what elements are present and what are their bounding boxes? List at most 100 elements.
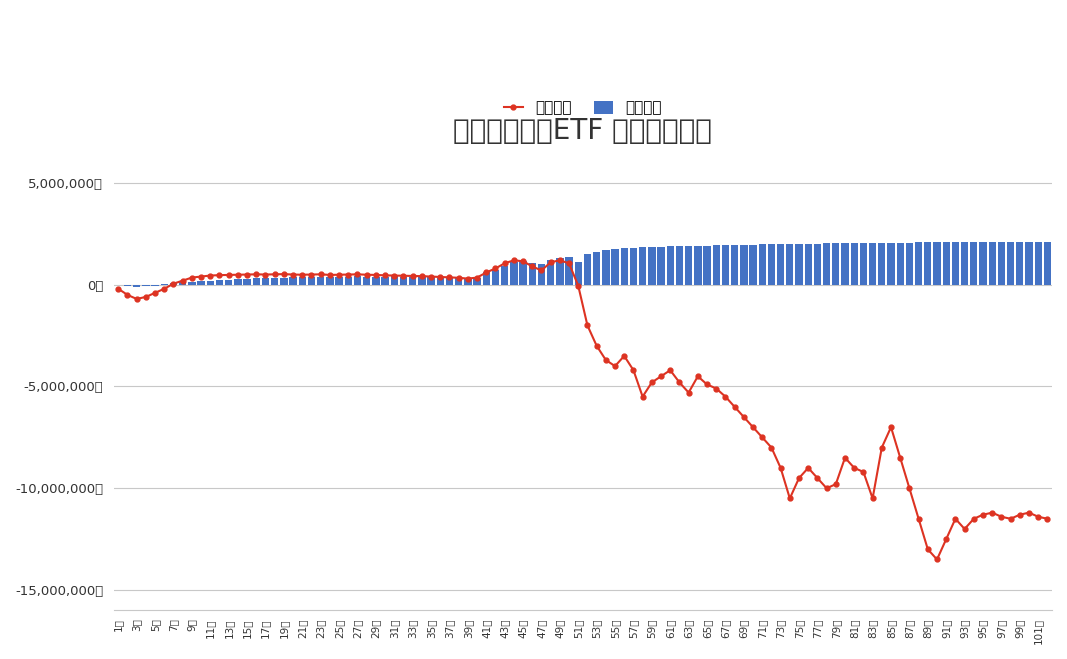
Bar bbox=[630, 248, 637, 285]
Bar bbox=[721, 245, 729, 285]
Bar bbox=[731, 245, 738, 285]
Bar bbox=[685, 246, 692, 285]
Bar bbox=[934, 243, 941, 285]
Bar bbox=[786, 244, 794, 285]
評価損益 bbox=[287, 271, 300, 279]
Bar bbox=[814, 244, 822, 285]
Bar bbox=[1007, 242, 1015, 285]
Bar bbox=[492, 270, 499, 285]
Bar bbox=[299, 277, 306, 285]
Bar bbox=[850, 243, 858, 285]
Bar bbox=[593, 252, 601, 285]
Bar bbox=[869, 243, 876, 285]
Bar bbox=[142, 285, 149, 286]
Bar bbox=[1035, 242, 1041, 285]
Bar bbox=[574, 262, 582, 285]
Bar bbox=[832, 243, 840, 285]
Bar bbox=[1016, 242, 1023, 285]
Bar bbox=[556, 258, 563, 285]
Bar bbox=[611, 249, 619, 285]
Bar bbox=[482, 272, 490, 285]
評価損益 bbox=[1041, 515, 1054, 523]
Bar bbox=[281, 277, 287, 285]
Bar bbox=[639, 247, 647, 285]
Bar bbox=[998, 242, 1005, 285]
Bar bbox=[327, 277, 334, 285]
Bar bbox=[961, 242, 968, 285]
Bar bbox=[446, 278, 453, 285]
Bar bbox=[160, 283, 168, 285]
評価損益 bbox=[775, 464, 787, 472]
Line: 評価損益: 評価損益 bbox=[116, 258, 1050, 562]
Legend: 評価損益, 実現損益: 評価損益, 実現損益 bbox=[505, 101, 662, 115]
Bar bbox=[225, 279, 233, 285]
Bar bbox=[474, 278, 481, 285]
Bar bbox=[271, 278, 278, 285]
Bar bbox=[520, 262, 527, 285]
Bar bbox=[188, 281, 195, 285]
Bar bbox=[400, 277, 408, 285]
Bar bbox=[124, 285, 131, 286]
Bar bbox=[675, 246, 683, 285]
評価損益 bbox=[848, 464, 861, 472]
Bar bbox=[667, 246, 674, 285]
Bar bbox=[621, 248, 627, 285]
Bar bbox=[566, 257, 573, 285]
Bar bbox=[740, 244, 748, 285]
Bar bbox=[354, 276, 361, 285]
評価損益 bbox=[922, 546, 935, 554]
Bar bbox=[878, 243, 886, 285]
Bar bbox=[914, 243, 922, 285]
Bar bbox=[602, 250, 609, 285]
Bar bbox=[584, 254, 591, 285]
Bar bbox=[391, 276, 398, 285]
Bar bbox=[906, 243, 913, 285]
評価損益 bbox=[930, 556, 943, 563]
Bar bbox=[842, 243, 848, 285]
Bar bbox=[501, 266, 508, 285]
Bar bbox=[896, 243, 904, 285]
Bar bbox=[648, 247, 655, 285]
Bar bbox=[759, 244, 766, 285]
Bar bbox=[363, 277, 370, 285]
Bar bbox=[234, 279, 241, 285]
Bar bbox=[1025, 242, 1033, 285]
Bar bbox=[970, 242, 977, 285]
Bar bbox=[795, 244, 802, 285]
Bar bbox=[510, 262, 517, 285]
Bar bbox=[657, 247, 665, 285]
Bar bbox=[170, 283, 177, 285]
評価損益 bbox=[508, 256, 521, 264]
Bar bbox=[179, 282, 187, 285]
Bar bbox=[409, 277, 416, 285]
Bar bbox=[860, 243, 867, 285]
Bar bbox=[307, 277, 315, 285]
Bar bbox=[289, 277, 297, 285]
Bar bbox=[538, 264, 545, 285]
Bar bbox=[372, 277, 380, 285]
Bar bbox=[528, 264, 536, 285]
Bar bbox=[261, 278, 269, 285]
Bar bbox=[924, 243, 931, 285]
Bar bbox=[768, 244, 775, 285]
Bar bbox=[418, 277, 426, 285]
Bar bbox=[197, 281, 205, 285]
評価損益 bbox=[112, 285, 125, 293]
Bar bbox=[243, 279, 251, 285]
Bar bbox=[695, 246, 701, 285]
Bar bbox=[207, 281, 214, 285]
評価損益 bbox=[315, 270, 328, 278]
Bar bbox=[988, 242, 996, 285]
Bar bbox=[942, 242, 950, 285]
Bar bbox=[464, 278, 472, 285]
Bar bbox=[749, 244, 757, 285]
Bar bbox=[345, 277, 352, 285]
評価損益 bbox=[544, 258, 557, 266]
Bar bbox=[152, 285, 159, 286]
Bar bbox=[703, 246, 711, 285]
Bar bbox=[713, 245, 720, 285]
Bar bbox=[335, 277, 343, 285]
Bar bbox=[455, 278, 462, 285]
Bar bbox=[952, 242, 959, 285]
Bar bbox=[547, 260, 555, 285]
